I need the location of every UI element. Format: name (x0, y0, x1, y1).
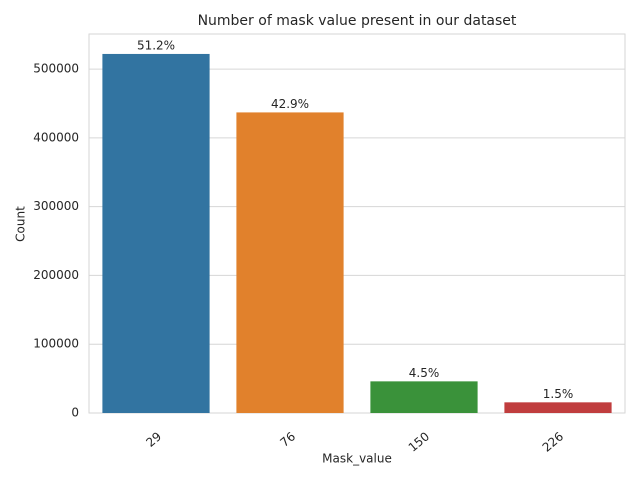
bar-annotation: 1.5% (543, 387, 574, 401)
x-tick-label: 226 (540, 429, 567, 454)
y-tick-label: 300000 (33, 199, 79, 213)
bar (504, 402, 612, 413)
bar (102, 53, 210, 414)
bar-annotation: 4.5% (409, 366, 440, 380)
x-tick-label: 76 (277, 429, 298, 450)
bar-annotation: 42.9% (271, 97, 309, 111)
chart-title: Number of mask value present in our data… (198, 13, 517, 29)
bar (370, 381, 478, 413)
y-tick-label: 400000 (33, 130, 79, 144)
x-tick-label: 29 (143, 429, 164, 450)
y-tick-label: 100000 (33, 337, 79, 351)
y-axis-label: Count (14, 206, 28, 242)
x-tick-label: 150 (406, 429, 433, 454)
y-tick-label: 200000 (33, 268, 79, 282)
y-tick-label: 0 (71, 406, 79, 420)
x-axis-label: Mask_value (322, 452, 392, 466)
bar-annotation: 51.2% (137, 38, 175, 52)
bar (236, 112, 344, 414)
y-tick-label: 500000 (33, 62, 79, 76)
